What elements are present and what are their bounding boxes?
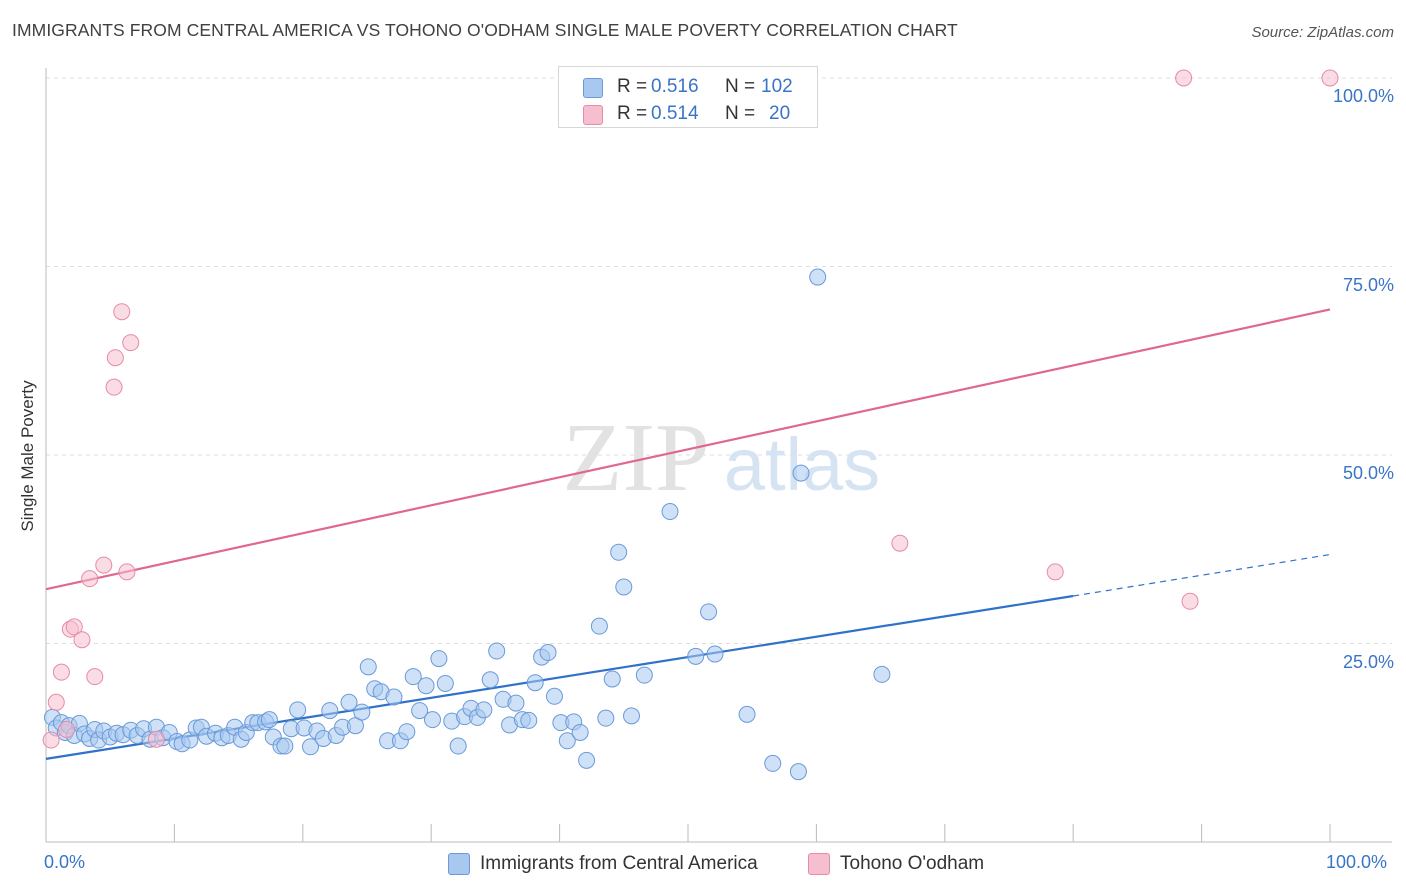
central-america-point bbox=[873, 665, 891, 683]
gridlines bbox=[46, 77, 1392, 644]
central-america-point bbox=[353, 703, 371, 721]
tohono-oodham-point bbox=[47, 693, 65, 711]
central-america-point bbox=[764, 754, 782, 772]
tohono-oodham-point bbox=[1321, 69, 1339, 87]
x-tick-label-max: 100.0% bbox=[1326, 852, 1388, 872]
data-points bbox=[42, 69, 1339, 781]
central-america-point bbox=[411, 702, 429, 720]
central-america-point bbox=[385, 688, 403, 706]
central-america-point bbox=[359, 658, 377, 676]
central-america-point bbox=[507, 694, 525, 712]
central-america-point bbox=[558, 732, 576, 750]
central-america-point bbox=[346, 717, 364, 735]
central-america-point bbox=[430, 650, 448, 668]
central-america-point bbox=[302, 738, 320, 756]
central-america-point bbox=[417, 677, 435, 695]
tohono-oodham-point bbox=[122, 334, 140, 352]
blue-swatch bbox=[583, 78, 603, 98]
watermark: ZIP atlas bbox=[563, 404, 881, 512]
tohono-oodham-point bbox=[95, 556, 113, 574]
central-america-point bbox=[520, 711, 538, 729]
central-america-point bbox=[687, 647, 705, 665]
legend-r-label: R = bbox=[617, 103, 648, 124]
central-america-point bbox=[661, 503, 679, 521]
central-america-point bbox=[276, 737, 294, 755]
central-america-point bbox=[578, 751, 596, 769]
central-america-point bbox=[475, 701, 493, 719]
tohono-oodham-trend-line bbox=[45, 308, 1331, 591]
central-america-point bbox=[615, 578, 633, 596]
y-tick-label: 100.0% bbox=[1332, 86, 1394, 106]
tohono-oodham-point bbox=[81, 570, 99, 588]
legend-n-value: 20 bbox=[769, 103, 791, 124]
central-america-point bbox=[488, 642, 506, 660]
y-tick-label: 50.0% bbox=[1342, 463, 1394, 483]
x-tick-label-min: 0.0% bbox=[44, 852, 86, 872]
tohono-oodham-point bbox=[1175, 69, 1193, 87]
central-america-point bbox=[635, 666, 653, 684]
pink-swatch bbox=[808, 853, 830, 875]
central-america-point bbox=[481, 671, 499, 689]
central-america-point bbox=[545, 687, 563, 705]
tohono-oodham-point bbox=[106, 349, 124, 367]
central-america-point bbox=[404, 668, 422, 686]
central-america-point bbox=[590, 617, 608, 635]
stats-legend: R = 0.516 N = 102 R = 0.514 N = 20 bbox=[558, 66, 818, 128]
central-america-point bbox=[340, 693, 358, 711]
legend-r-label: R = bbox=[617, 76, 648, 97]
legend-n-label: N = bbox=[725, 76, 756, 97]
blue-swatch bbox=[448, 853, 470, 875]
central-america-point bbox=[706, 645, 724, 663]
tohono-oodham-point bbox=[73, 631, 91, 649]
central-america-point bbox=[436, 674, 454, 692]
central-america-point bbox=[738, 705, 756, 723]
central-america-trend-extension bbox=[1073, 553, 1331, 597]
central-america-point bbox=[289, 701, 307, 719]
pink-swatch bbox=[583, 105, 603, 125]
tohono-oodham-point bbox=[105, 378, 123, 396]
legend-label: Immigrants from Central America bbox=[480, 853, 758, 874]
source-label: Source: ZipAtlas.com bbox=[1251, 24, 1394, 41]
central-america-point bbox=[603, 670, 621, 688]
legend-r-value: 0.516 bbox=[651, 76, 699, 97]
central-america-point bbox=[789, 763, 807, 781]
legend-n-label: N = bbox=[725, 103, 756, 124]
tohono-oodham-point bbox=[891, 534, 909, 552]
tohono-oodham-point bbox=[86, 668, 104, 686]
legend-r-value: 0.514 bbox=[651, 103, 699, 124]
trend-lines bbox=[45, 308, 1331, 760]
central-america-point bbox=[526, 674, 544, 692]
chart-title: IMMIGRANTS FROM CENTRAL AMERICA VS TOHON… bbox=[12, 20, 958, 40]
tohono-oodham-point bbox=[1181, 592, 1199, 610]
tohono-oodham-point bbox=[42, 731, 60, 749]
tohono-oodham-point bbox=[147, 730, 165, 748]
central-america-point bbox=[571, 723, 589, 741]
central-america-point bbox=[398, 723, 416, 741]
tohono-oodham-point bbox=[118, 563, 136, 581]
central-america-point bbox=[423, 711, 441, 729]
central-america-point bbox=[597, 709, 615, 727]
y-tick-label: 75.0% bbox=[1342, 274, 1394, 295]
central-america-point bbox=[792, 464, 810, 482]
central-america-point bbox=[809, 268, 827, 286]
tohono-oodham-point bbox=[1046, 563, 1064, 581]
tohono-oodham-point bbox=[113, 303, 131, 321]
watermark-zip: ZIP bbox=[563, 404, 710, 512]
central-america-point bbox=[260, 711, 278, 729]
y-tick-label: 25.0% bbox=[1342, 651, 1394, 672]
legend-n-value: 102 bbox=[761, 76, 793, 97]
tohono-oodham-point bbox=[58, 720, 76, 738]
tohono-oodham-point bbox=[65, 618, 83, 636]
central-america-point bbox=[321, 702, 339, 720]
legend-label: Tohono O'odham bbox=[840, 853, 985, 874]
tohono-oodham-point bbox=[52, 663, 70, 681]
central-america-point bbox=[539, 644, 557, 662]
central-america-point bbox=[610, 543, 628, 561]
central-america-point bbox=[623, 707, 641, 725]
central-america-point bbox=[449, 737, 467, 755]
central-america-point bbox=[700, 603, 718, 621]
